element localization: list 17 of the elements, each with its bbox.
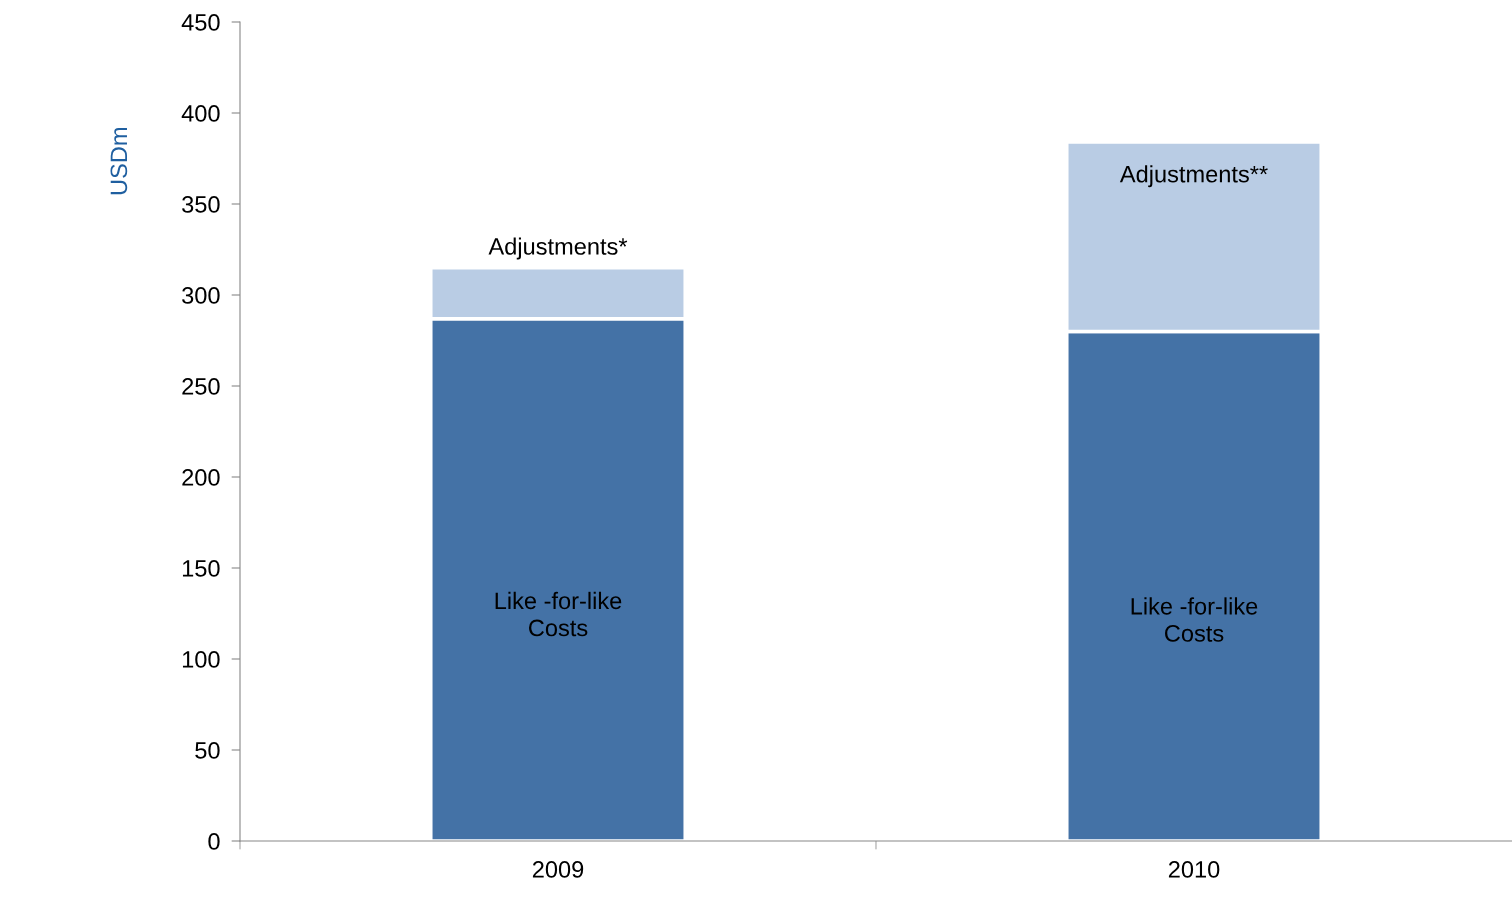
y-tick-label: 0 xyxy=(208,833,220,850)
annotation: Adjustments** xyxy=(1119,165,1268,188)
y-tick-label: 300 xyxy=(182,287,220,304)
y-tick-label: 150 xyxy=(182,560,220,577)
y-axis-title: USDm xyxy=(110,128,128,195)
x-tick-label: 2009 xyxy=(532,861,584,878)
annotation: Like -for-like Costs xyxy=(1131,597,1258,642)
y-tick-label: 350 xyxy=(182,196,220,213)
y-tick-label: 50 xyxy=(195,742,220,759)
y-tick-label: 100 xyxy=(182,651,220,668)
y-tick-label: 450 xyxy=(181,14,220,31)
x-tick-label: 2010 xyxy=(1168,861,1220,878)
y-tick-label: 200 xyxy=(182,469,220,486)
y-tick-label: 250 xyxy=(182,378,220,395)
annotation: Like -for-like Costs xyxy=(495,591,622,637)
annotation: Adjustments* xyxy=(488,237,628,260)
y-tick-label: 400 xyxy=(181,105,220,122)
